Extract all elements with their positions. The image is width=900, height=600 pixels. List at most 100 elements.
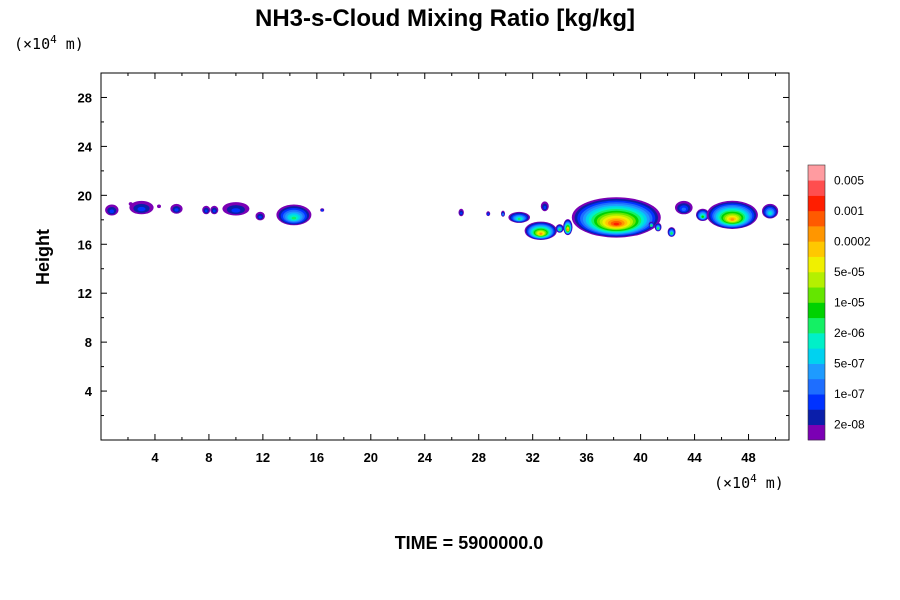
colorbar-swatch: [808, 363, 825, 380]
cloud-contour: [321, 209, 324, 212]
cloud-contour: [517, 217, 521, 221]
x-tick-label: 24: [418, 450, 433, 465]
x-axis-unit-tail: m): [757, 474, 784, 492]
cloud-patch: [508, 211, 530, 223]
cloud-contour: [258, 215, 262, 219]
colorbar-swatch: [808, 226, 825, 242]
cloud-patch: [129, 200, 154, 215]
colorbar-label: 5e-05: [834, 265, 865, 279]
x-tick-label: 20: [364, 450, 378, 465]
x-tick-label: 28: [471, 450, 485, 465]
x-tick-label: 48: [741, 450, 755, 465]
cloud-contour: [681, 207, 686, 211]
y-tick-label: 20: [78, 188, 92, 203]
cloud-contour: [670, 232, 673, 235]
cloud-patch: [157, 204, 161, 209]
x-tick-label: 36: [579, 450, 593, 465]
y-axis-unit-base: (×10: [14, 35, 50, 53]
y-tick-label: 12: [78, 286, 92, 301]
cloud-patch: [501, 210, 505, 217]
colorbar-swatch: [808, 180, 825, 196]
cloud-patch: [648, 221, 655, 228]
time-label: TIME = 5900000.0: [395, 533, 544, 553]
colorbar-swatch: [808, 409, 825, 426]
x-axis-unit-base: (×10: [714, 474, 750, 492]
cloud-patch: [170, 203, 183, 214]
cloud-contour: [768, 212, 772, 215]
y-axis-unit-exponent: 4: [50, 33, 57, 46]
cloud-contour: [291, 216, 297, 220]
cloud-patch: [202, 205, 211, 215]
cloud-patch: [540, 201, 549, 212]
cloud-contour: [213, 209, 216, 213]
y-tick-label: 4: [85, 384, 93, 399]
colorbar-label: 1e-05: [834, 296, 865, 310]
cloud-contour: [487, 213, 490, 216]
colorbar-swatch: [808, 195, 825, 212]
cloud-patch: [675, 200, 693, 215]
x-tick-label: 44: [687, 450, 702, 465]
cloud-patch: [255, 211, 265, 221]
cloud-contour: [460, 212, 463, 215]
x-tick-label: 32: [525, 450, 539, 465]
colorbar-label: 0.005: [834, 173, 864, 187]
plot-area: [105, 197, 779, 240]
colorbar-swatch: [808, 348, 825, 364]
colorbar-label: 2e-08: [834, 418, 865, 432]
cloud-patch: [320, 208, 325, 212]
x-tick-label: 12: [256, 450, 270, 465]
x-tick-label: 4: [151, 450, 159, 465]
chart-title: NH3-s-Cloud Mixing Ratio [kg/kg]: [255, 5, 635, 32]
cloud-contour: [656, 227, 660, 230]
cloud-patch: [571, 197, 661, 238]
x-tick-label: 40: [633, 450, 647, 465]
colorbar-swatch: [808, 424, 825, 441]
cloud-contour: [501, 213, 505, 216]
cloud-contour: [137, 206, 146, 212]
colorbar-swatch: [808, 302, 825, 319]
cloud-contour: [566, 228, 569, 231]
cloud-contour: [730, 218, 735, 221]
cloud-patch: [276, 204, 312, 226]
cloud-contour: [543, 205, 547, 210]
colorbar-swatch: [808, 256, 825, 273]
y-axis-unit: (×104 m): [14, 33, 84, 53]
cloud-patch: [762, 203, 779, 219]
colorbar-label: 5e-07: [834, 357, 865, 371]
cloud-contour: [157, 204, 161, 209]
cloud-contour: [109, 209, 115, 214]
x-tick-label: 16: [310, 450, 324, 465]
cloud-patch: [458, 208, 464, 217]
x-axis-unit-exponent: 4: [750, 472, 757, 485]
cloud-contour: [539, 232, 542, 235]
cloud-patch: [667, 227, 676, 237]
colorbar-swatch: [808, 165, 825, 181]
cloud-patch: [654, 222, 662, 232]
y-axis-unit-tail: m): [57, 35, 84, 53]
plot-frame: [100, 72, 790, 441]
cloud-patch: [105, 204, 119, 216]
cloud-patch: [696, 208, 710, 221]
colorbar-label: 1e-07: [834, 387, 865, 401]
cloud-contour: [231, 208, 241, 213]
colorbar-swatch: [808, 271, 825, 288]
colorbar-swatch: [808, 333, 825, 349]
colorbar-swatch: [808, 210, 825, 227]
y-tick-label: 16: [78, 237, 92, 252]
cloud-contour: [650, 224, 653, 227]
colorbar-label: 0.001: [834, 204, 864, 218]
y-tick-label: 24: [78, 139, 93, 154]
colorbar-label: 0.0002: [834, 234, 871, 248]
cloud-contour: [701, 215, 704, 218]
cloud-contour: [204, 209, 208, 213]
colorbar-swatch: [808, 394, 825, 410]
colorbar: 0.005 0.001 0.0002 5e-05 1e-05 2e-06 5e-07 1e-0…: [807, 164, 871, 441]
y-tick-label: 8: [85, 335, 92, 350]
colorbar-swatch: [808, 287, 825, 303]
cloud-patch: [222, 202, 250, 216]
colorbar-swatch: [808, 241, 825, 257]
cloud-contour: [174, 208, 179, 212]
cloud-patch: [706, 200, 758, 229]
